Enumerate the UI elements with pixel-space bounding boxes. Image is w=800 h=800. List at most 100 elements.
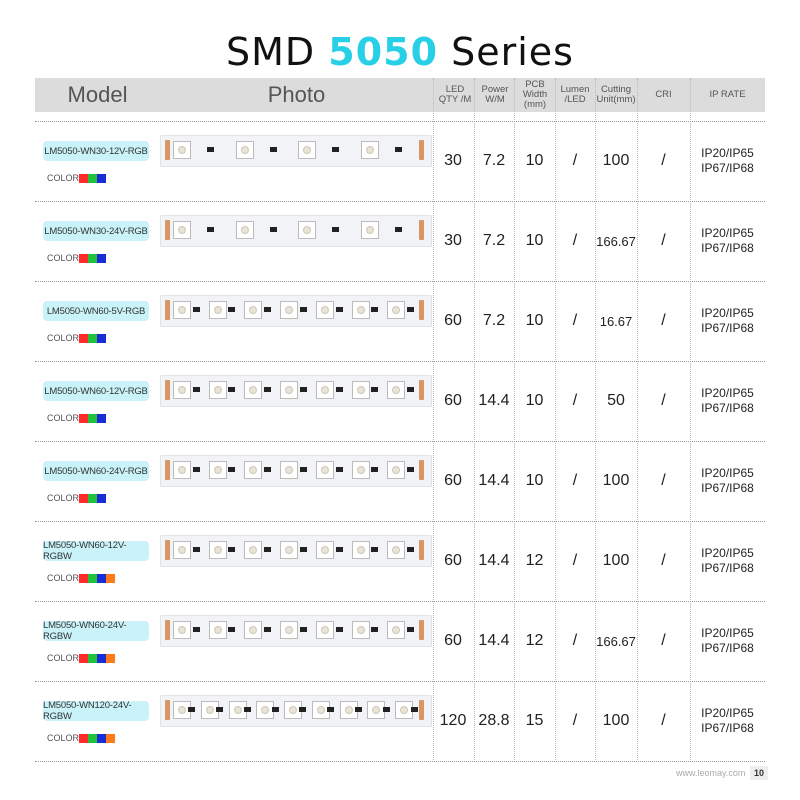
- resistor: [299, 707, 307, 712]
- cell-cutting: 166.67: [596, 233, 636, 249]
- color-label: COLOR: [47, 253, 107, 263]
- color-swatch-orange: [106, 653, 116, 663]
- resistor: [216, 707, 224, 712]
- cell-cri: /: [661, 232, 666, 249]
- cell-power: 14.4: [478, 552, 510, 569]
- resistor: [264, 307, 272, 312]
- resistor: [207, 147, 215, 152]
- color-swatch-green: [88, 733, 98, 743]
- title-prefix: SMD: [226, 30, 316, 74]
- led-chip: [173, 541, 191, 559]
- page-title: SMD 5050 Series: [0, 30, 800, 74]
- led-chip: [360, 141, 379, 159]
- color-swatch-blue: [97, 253, 107, 263]
- led-strip-photo: [160, 215, 432, 247]
- column-divider: [474, 78, 475, 760]
- table-row: LM5050-WN60-24V-RGB COLOR 60 14.4 10 / 100 / IP2…: [35, 441, 765, 521]
- cell-cutting: 166.67: [596, 633, 636, 649]
- row-divider: [35, 521, 765, 522]
- cell-ip-rate: IP20/IP65 IP67/IP68: [690, 601, 765, 681]
- color-label: COLOR: [47, 653, 116, 663]
- resistor: [406, 547, 414, 552]
- row-divider: [35, 281, 765, 282]
- cell-pcb-width: 10: [525, 472, 544, 489]
- cell-led-qty: 30: [444, 152, 462, 169]
- led-chip: [298, 141, 316, 159]
- color-swatch-green: [88, 333, 98, 343]
- header-pcb-width: PCB Width (mm): [522, 79, 548, 110]
- color-swatch-orange: [106, 573, 116, 583]
- ip-rating: IP20/IP65: [701, 546, 754, 560]
- resistor: [406, 387, 414, 392]
- color-swatch-red: [79, 413, 89, 423]
- cell-cutting: 100: [602, 152, 630, 169]
- cell-pcb-width: 10: [525, 312, 544, 329]
- ip-rating: IP20/IP65: [701, 626, 754, 640]
- led-chip: [351, 621, 370, 639]
- resistor: [335, 627, 343, 632]
- color-swatch-blue: [97, 413, 107, 423]
- cell-power: 7.2: [482, 152, 506, 169]
- led-chip: [173, 221, 191, 239]
- led-strip-photo: [160, 135, 432, 167]
- led-chip: [367, 701, 386, 719]
- cell-cri: /: [661, 392, 666, 409]
- header-power: Power W/M: [481, 84, 509, 105]
- color-swatch-green: [88, 653, 98, 663]
- color-label: COLOR: [47, 333, 107, 343]
- header-cri: CRI: [655, 89, 672, 100]
- table-row: LM5050-WN30-24V-RGB COLOR 30 7.2 10 / 166.67 / I…: [35, 201, 765, 281]
- cell-led-qty: 60: [444, 632, 462, 649]
- resistor: [371, 387, 379, 392]
- cell-led-qty: 60: [444, 472, 462, 489]
- color-label-text: COLOR: [47, 333, 80, 343]
- cell-cri: /: [661, 472, 666, 489]
- cell-lumen: /: [572, 312, 578, 329]
- cell-power: 14.4: [478, 632, 510, 649]
- led-chip: [298, 221, 316, 239]
- footer-site: www.leomay.com: [676, 768, 746, 778]
- color-swatch-green: [88, 573, 98, 583]
- led-chip: [351, 381, 370, 399]
- led-chip: [244, 541, 263, 559]
- solder-pad: [165, 300, 170, 320]
- column-divider: [433, 78, 434, 760]
- cell-cri: /: [661, 552, 666, 569]
- led-chip: [387, 541, 406, 559]
- column-divider: [637, 78, 638, 760]
- cell-cri: /: [661, 632, 666, 649]
- led-chip: [315, 541, 334, 559]
- led-chip: [387, 461, 406, 479]
- led-chip: [244, 301, 263, 319]
- cell-led-qty: 60: [444, 312, 462, 329]
- ip-rating: IP67/IP68: [701, 401, 754, 415]
- header-ip-rate: IP RATE: [709, 89, 746, 100]
- model-name: LM5050-WN120-24V-RGBW: [43, 700, 149, 722]
- cell-led-qty: 120: [439, 712, 467, 729]
- cell-cutting: 16.67: [599, 313, 633, 329]
- cell-pcb-width: 12: [525, 632, 544, 649]
- ip-rating: IP67/IP68: [701, 321, 754, 335]
- resistor: [410, 707, 418, 712]
- solder-pad: [419, 460, 424, 480]
- led-chip: [244, 621, 263, 639]
- model-name: LM5050-WN60-12V-RGBW: [43, 540, 149, 562]
- resistor: [394, 227, 402, 232]
- cell-lumen: /: [572, 552, 578, 569]
- cell-pcb-width: 10: [525, 232, 544, 249]
- color-swatch-red: [79, 253, 89, 263]
- led-strip-photo: [160, 695, 432, 727]
- ip-rating: IP67/IP68: [701, 641, 754, 655]
- led-chip: [315, 301, 334, 319]
- resistor: [394, 147, 402, 152]
- cell-cri: /: [661, 712, 666, 729]
- ip-rating: IP20/IP65: [701, 386, 754, 400]
- led-chip: [387, 381, 406, 399]
- resistor: [354, 707, 362, 712]
- resistor: [382, 707, 390, 712]
- resistor: [228, 627, 236, 632]
- resistor: [299, 387, 307, 392]
- model-name: LM5050-WN60-5V-RGB: [43, 301, 149, 321]
- color-swatch-blue: [97, 653, 107, 663]
- row-divider: [35, 681, 765, 682]
